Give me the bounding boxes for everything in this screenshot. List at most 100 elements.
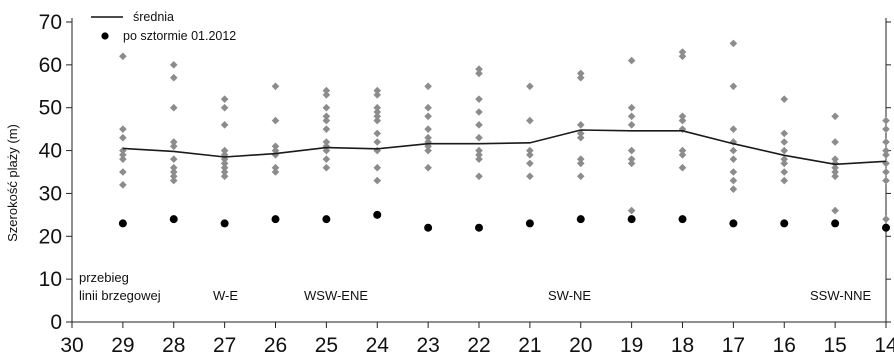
x-tick-label: 28 [162, 334, 185, 357]
y-axis-label: Szerokość plaży (m) [5, 124, 20, 242]
post-storm-point [475, 223, 483, 232]
post-storm-point [220, 219, 229, 228]
measurement-point [271, 116, 280, 125]
measurement-point [169, 138, 178, 146]
annotation-w-e: W-E [213, 288, 238, 303]
measurement-point [576, 69, 585, 78]
mean-line [122, 129, 887, 166]
measurement-point [424, 142, 432, 151]
measurement-point [322, 103, 331, 112]
measurement-point [576, 73, 585, 82]
post-storm-point [576, 215, 585, 224]
post-storm-point [525, 219, 534, 228]
measurement-point [119, 125, 127, 133]
legend: średnia po sztormie 01.2012 [91, 10, 236, 43]
x-tick-label: 30 [60, 334, 83, 357]
measurement-point [882, 146, 890, 155]
measurement-point [119, 181, 127, 189]
measurement-point [780, 95, 789, 103]
axes [71, 18, 887, 323]
x-tick-label: 29 [111, 334, 134, 357]
post-storm-point [424, 223, 433, 232]
x-tick-label: 25 [315, 334, 338, 357]
post-storm-point [831, 219, 840, 228]
measurement-point [678, 116, 687, 125]
measurement-point [119, 146, 127, 155]
y-tick-label: 50 [39, 97, 62, 120]
y-tick-label: 70 [39, 11, 62, 34]
measurement-point [373, 112, 382, 121]
y-tick-label: 20 [39, 225, 62, 248]
measurement-point [678, 163, 687, 172]
measurement-point [220, 95, 229, 103]
measurement-point [373, 138, 382, 146]
measurement-point [220, 146, 229, 155]
measurement-point [780, 146, 789, 155]
measurement-point [475, 108, 483, 116]
measurement-point [831, 172, 839, 181]
measurement-point [322, 112, 331, 121]
post-storm-point [780, 219, 789, 228]
measurement-point [169, 163, 178, 172]
measurement-point [627, 155, 636, 163]
measurement-point [831, 112, 839, 121]
measurement-point [729, 168, 738, 176]
measurement-point [831, 168, 839, 176]
measurement-point [576, 172, 585, 181]
measurement-point [780, 159, 789, 168]
measurement-point [220, 163, 229, 172]
measurement-point [169, 155, 178, 163]
measurement-point [424, 133, 432, 142]
measurement-point [322, 146, 331, 155]
measurement-point [271, 151, 280, 159]
measurement-point [220, 121, 229, 129]
y-tick-label: 0 [50, 311, 62, 334]
measurement-point [373, 176, 382, 185]
measurement-point [729, 185, 738, 193]
annotation-wsw-ene: WSW-ENE [304, 288, 368, 303]
measurement-point [220, 172, 229, 181]
measurement-point [271, 142, 280, 151]
x-tick-label: 19 [620, 334, 643, 357]
measurement-point [882, 125, 890, 133]
measurement-point [526, 151, 534, 159]
measurement-point [576, 159, 585, 168]
measurement-point [475, 133, 483, 142]
measurement-point [169, 176, 178, 185]
measurement-point [627, 146, 636, 155]
measurement-point [678, 151, 687, 159]
measurement-point [882, 151, 890, 159]
measurement-point [322, 155, 331, 163]
annotation-przebieg: przebieg [79, 270, 129, 285]
measurement-point [729, 155, 738, 163]
measurement-point [424, 82, 432, 91]
measurement-point [780, 129, 789, 138]
measurement-point [373, 86, 382, 95]
post-storm-point [322, 215, 331, 224]
measurement-point [831, 206, 839, 215]
measurement-point [373, 91, 382, 99]
measurement-point [882, 176, 890, 185]
measurement-point [780, 176, 789, 185]
x-tick-label: 24 [366, 334, 390, 357]
measurement-point [119, 168, 127, 176]
measurement-point [119, 133, 127, 142]
x-tick-label: 20 [569, 334, 592, 357]
measurement-point [729, 82, 738, 91]
measurement-point [169, 103, 178, 112]
annotation-ssw-nne: SSW-NNE [810, 288, 871, 303]
measurement-point [169, 168, 178, 176]
x-tick-label: 16 [773, 334, 796, 357]
measurement-point [627, 56, 636, 65]
measurement-point [678, 48, 687, 56]
measurement-point [526, 159, 534, 168]
measurement-point [322, 163, 331, 172]
measurement-point [169, 73, 178, 82]
measurement-point [322, 86, 331, 95]
measurement-point [424, 146, 432, 155]
post-storm-point [118, 219, 127, 228]
measurement-point [169, 61, 178, 69]
measurement-point [780, 155, 789, 163]
post-storm-point [678, 215, 687, 224]
post-storm-point [169, 215, 178, 224]
